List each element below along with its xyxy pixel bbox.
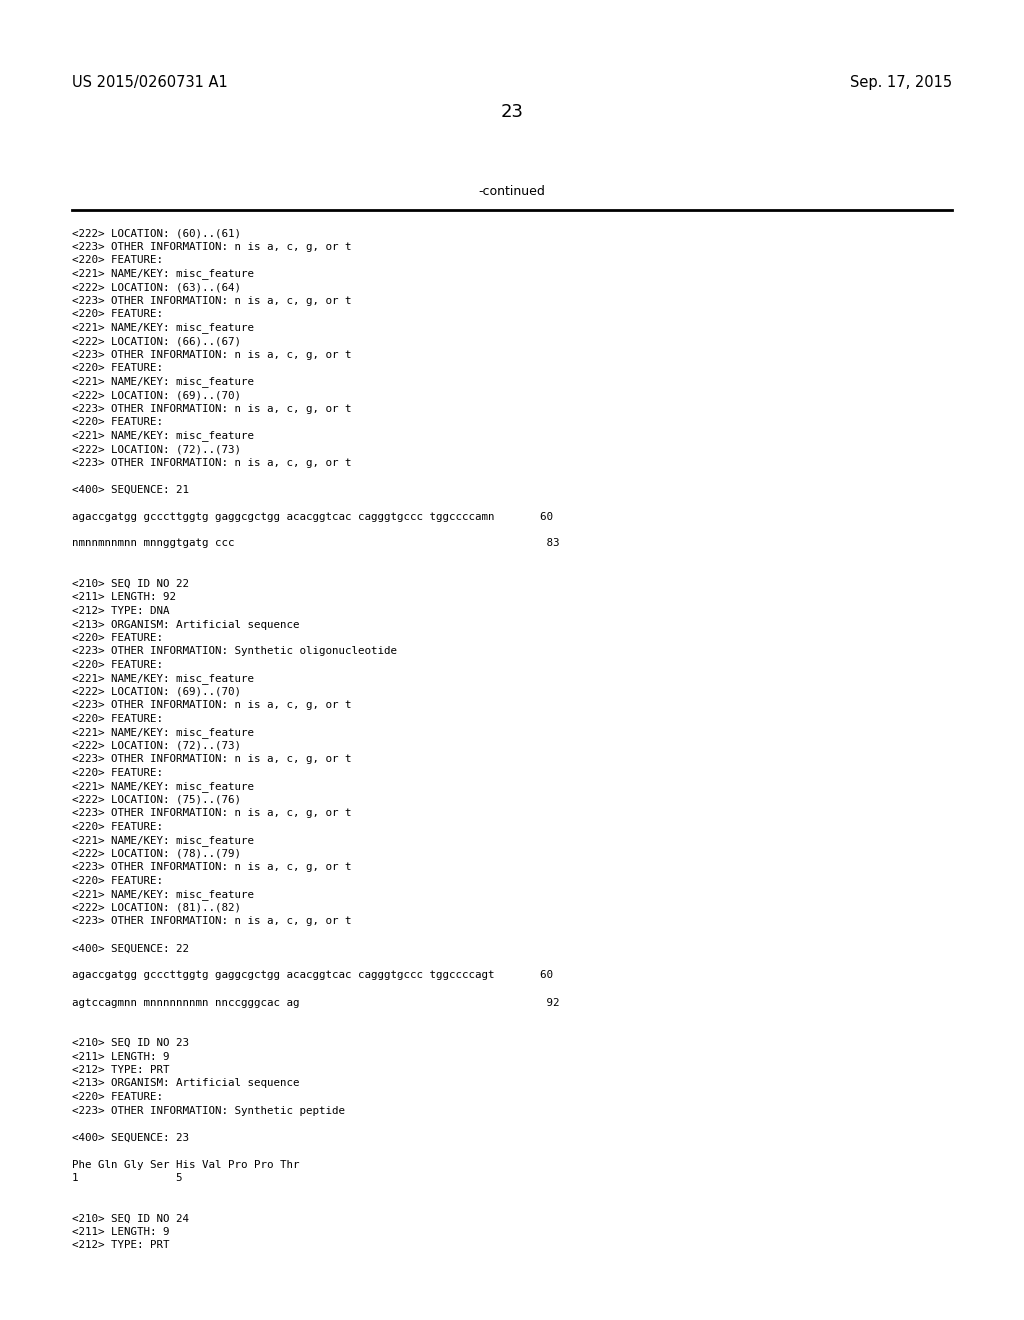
Text: <222> LOCATION: (69)..(70): <222> LOCATION: (69)..(70)	[72, 686, 241, 697]
Text: agaccgatgg gcccttggtg gaggcgctgg acacggtcac cagggtgccc tggccccamn       60: agaccgatgg gcccttggtg gaggcgctgg acacggt…	[72, 511, 553, 521]
Text: <221> NAME/KEY: misc_feature: <221> NAME/KEY: misc_feature	[72, 781, 254, 792]
Text: US 2015/0260731 A1: US 2015/0260731 A1	[72, 75, 227, 90]
Text: <220> FEATURE:: <220> FEATURE:	[72, 1092, 163, 1102]
Text: <223> OTHER INFORMATION: n is a, c, g, or t: <223> OTHER INFORMATION: n is a, c, g, o…	[72, 755, 351, 764]
Text: <223> OTHER INFORMATION: n is a, c, g, or t: <223> OTHER INFORMATION: n is a, c, g, o…	[72, 916, 351, 927]
Text: <223> OTHER INFORMATION: n is a, c, g, or t: <223> OTHER INFORMATION: n is a, c, g, o…	[72, 404, 351, 413]
Text: <222> LOCATION: (60)..(61): <222> LOCATION: (60)..(61)	[72, 228, 241, 238]
Text: <223> OTHER INFORMATION: n is a, c, g, or t: <223> OTHER INFORMATION: n is a, c, g, o…	[72, 808, 351, 818]
Text: <220> FEATURE:: <220> FEATURE:	[72, 417, 163, 426]
Text: <220> FEATURE:: <220> FEATURE:	[72, 363, 163, 374]
Text: <221> NAME/KEY: misc_feature: <221> NAME/KEY: misc_feature	[72, 322, 254, 334]
Text: -continued: -continued	[478, 185, 546, 198]
Text: <400> SEQUENCE: 21: <400> SEQUENCE: 21	[72, 484, 189, 495]
Text: <213> ORGANISM: Artificial sequence: <213> ORGANISM: Artificial sequence	[72, 619, 299, 630]
Text: <222> LOCATION: (63)..(64): <222> LOCATION: (63)..(64)	[72, 282, 241, 292]
Text: <222> LOCATION: (75)..(76): <222> LOCATION: (75)..(76)	[72, 795, 241, 805]
Text: Sep. 17, 2015: Sep. 17, 2015	[850, 75, 952, 90]
Text: <222> LOCATION: (69)..(70): <222> LOCATION: (69)..(70)	[72, 389, 241, 400]
Text: <223> OTHER INFORMATION: n is a, c, g, or t: <223> OTHER INFORMATION: n is a, c, g, o…	[72, 458, 351, 467]
Text: agtccagmnn mnnnnnnnmn nnccgggcac ag                                      92: agtccagmnn mnnnnnnnmn nnccgggcac ag 92	[72, 998, 559, 1007]
Text: <222> LOCATION: (81)..(82): <222> LOCATION: (81)..(82)	[72, 903, 241, 913]
Text: <222> LOCATION: (66)..(67): <222> LOCATION: (66)..(67)	[72, 337, 241, 346]
Text: <222> LOCATION: (78)..(79): <222> LOCATION: (78)..(79)	[72, 849, 241, 859]
Text: <211> LENGTH: 9: <211> LENGTH: 9	[72, 1052, 170, 1061]
Text: 1               5: 1 5	[72, 1173, 182, 1183]
Text: <223> OTHER INFORMATION: n is a, c, g, or t: <223> OTHER INFORMATION: n is a, c, g, o…	[72, 296, 351, 305]
Text: <221> NAME/KEY: misc_feature: <221> NAME/KEY: misc_feature	[72, 836, 254, 846]
Text: <221> NAME/KEY: misc_feature: <221> NAME/KEY: misc_feature	[72, 268, 254, 280]
Text: <220> FEATURE:: <220> FEATURE:	[72, 822, 163, 832]
Text: <210> SEQ ID NO 23: <210> SEQ ID NO 23	[72, 1038, 189, 1048]
Text: <211> LENGTH: 92: <211> LENGTH: 92	[72, 593, 176, 602]
Text: <221> NAME/KEY: misc_feature: <221> NAME/KEY: misc_feature	[72, 727, 254, 738]
Text: nmnnmnnmnn mnnggtgatg ccc                                                83: nmnnmnnmnn mnnggtgatg ccc 83	[72, 539, 559, 549]
Text: <211> LENGTH: 9: <211> LENGTH: 9	[72, 1228, 170, 1237]
Text: <223> OTHER INFORMATION: n is a, c, g, or t: <223> OTHER INFORMATION: n is a, c, g, o…	[72, 862, 351, 873]
Text: <220> FEATURE:: <220> FEATURE:	[72, 309, 163, 319]
Text: <223> OTHER INFORMATION: n is a, c, g, or t: <223> OTHER INFORMATION: n is a, c, g, o…	[72, 350, 351, 359]
Text: <212> TYPE: PRT: <212> TYPE: PRT	[72, 1241, 170, 1250]
Text: agaccgatgg gcccttggtg gaggcgctgg acacggtcac cagggtgccc tggccccagt       60: agaccgatgg gcccttggtg gaggcgctgg acacggt…	[72, 970, 553, 981]
Text: <222> LOCATION: (72)..(73): <222> LOCATION: (72)..(73)	[72, 741, 241, 751]
Text: <220> FEATURE:: <220> FEATURE:	[72, 768, 163, 777]
Text: Phe Gln Gly Ser His Val Pro Pro Thr: Phe Gln Gly Ser His Val Pro Pro Thr	[72, 1159, 299, 1170]
Text: <223> OTHER INFORMATION: n is a, c, g, or t: <223> OTHER INFORMATION: n is a, c, g, o…	[72, 701, 351, 710]
Text: <221> NAME/KEY: misc_feature: <221> NAME/KEY: misc_feature	[72, 890, 254, 900]
Text: <221> NAME/KEY: misc_feature: <221> NAME/KEY: misc_feature	[72, 673, 254, 684]
Text: <223> OTHER INFORMATION: Synthetic peptide: <223> OTHER INFORMATION: Synthetic pepti…	[72, 1106, 345, 1115]
Text: <221> NAME/KEY: misc_feature: <221> NAME/KEY: misc_feature	[72, 376, 254, 387]
Text: <220> FEATURE:: <220> FEATURE:	[72, 714, 163, 723]
Text: <212> TYPE: DNA: <212> TYPE: DNA	[72, 606, 170, 616]
Text: <220> FEATURE:: <220> FEATURE:	[72, 876, 163, 886]
Text: <221> NAME/KEY: misc_feature: <221> NAME/KEY: misc_feature	[72, 430, 254, 441]
Text: <223> OTHER INFORMATION: n is a, c, g, or t: <223> OTHER INFORMATION: n is a, c, g, o…	[72, 242, 351, 252]
Text: <222> LOCATION: (72)..(73): <222> LOCATION: (72)..(73)	[72, 444, 241, 454]
Text: <223> OTHER INFORMATION: Synthetic oligonucleotide: <223> OTHER INFORMATION: Synthetic oligo…	[72, 647, 397, 656]
Text: <210> SEQ ID NO 24: <210> SEQ ID NO 24	[72, 1213, 189, 1224]
Text: <220> FEATURE:: <220> FEATURE:	[72, 255, 163, 265]
Text: <220> FEATURE:: <220> FEATURE:	[72, 634, 163, 643]
Text: <210> SEQ ID NO 22: <210> SEQ ID NO 22	[72, 579, 189, 589]
Text: <400> SEQUENCE: 22: <400> SEQUENCE: 22	[72, 944, 189, 953]
Text: <220> FEATURE:: <220> FEATURE:	[72, 660, 163, 671]
Text: <212> TYPE: PRT: <212> TYPE: PRT	[72, 1065, 170, 1074]
Text: <400> SEQUENCE: 23: <400> SEQUENCE: 23	[72, 1133, 189, 1143]
Text: 23: 23	[501, 103, 523, 121]
Text: <213> ORGANISM: Artificial sequence: <213> ORGANISM: Artificial sequence	[72, 1078, 299, 1089]
